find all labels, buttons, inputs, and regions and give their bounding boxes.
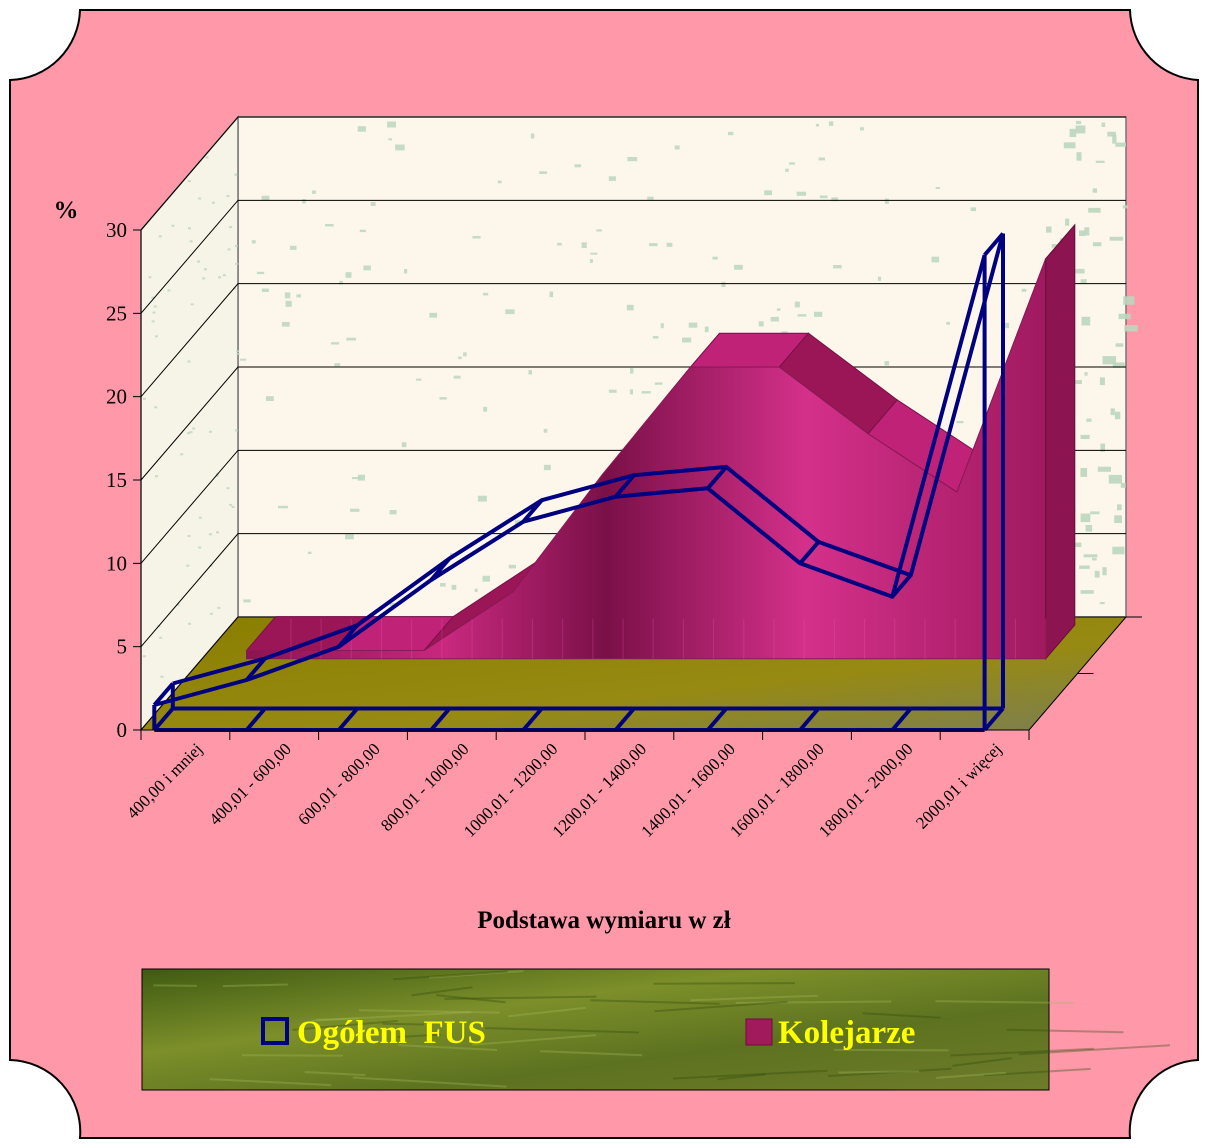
legend-texture [153,970,1171,1088]
fus-top-rung [798,540,821,565]
fus-top-rung [614,473,636,499]
fus-top-rung [429,557,452,582]
legend-texture-streak [508,1006,586,1018]
fus-base-rung [521,707,544,732]
legend-texture-streak [735,1000,892,1004]
fus-line-back [172,232,1005,686]
legend-texture-streak [673,1069,828,1080]
legend-texture-streak [241,1054,343,1057]
legend-texture-streak [717,1073,766,1081]
fus-base-rung [245,707,267,732]
fus-top-rung [337,623,359,649]
fus-base-rung [614,707,636,732]
legend-texture-streak [936,1071,1007,1079]
legend-label-kolejarze: Kolejarze [778,1015,915,1051]
legend-texture-streak [153,984,197,987]
y-tick-label: 10 [106,551,127,575]
gridline [140,199,1126,314]
y-tick-label: 20 [106,385,127,409]
series-kolejarze [245,223,1076,661]
x-axis-title: Podstawa wymiaru w zł [477,907,731,934]
legend-texture-streak [316,1017,360,1021]
legend-box [141,968,1050,1091]
gridline [140,283,1126,397]
legend-texture-streak [654,1000,788,1013]
legend-texture-streak [838,1070,920,1074]
legend-texture-streak [352,1076,507,1088]
legend-texture-streak [311,1011,472,1022]
legend-texture-streak [828,1067,952,1077]
fus-line-front [153,254,987,707]
fus-top-rung [521,498,544,524]
fus-base-rung [152,707,175,732]
legend-texture-streak [209,1078,332,1087]
legend-texture-streak [444,995,597,1000]
fus-top-rung [152,682,175,707]
legend-texture-streak [983,1067,1091,1077]
legend-label-ogolem-fus: Ogółem FUS [297,1015,486,1051]
legend-texture-streak [1019,1044,1171,1056]
fus-top-rung [706,465,728,490]
fus-base-rung [890,707,913,732]
legend-texture-streak [833,1048,949,1052]
fus-top-rung [245,657,267,682]
legend-texture-streak [397,1033,441,1038]
legend: Ogółem FUS Kolejarze [141,968,1171,1091]
legend-swatch-kolejarze [745,1018,773,1046]
legend-texture-streak [304,1071,366,1077]
legend-texture-streak [472,1034,597,1046]
legend-texture-streak [411,986,473,997]
legend-texture-streak [690,994,819,1002]
fus-top-rung [890,573,913,599]
legend-texture-streak [950,1047,1095,1057]
legend-texture-streak [862,1012,941,1019]
legend-texture-streak [397,1044,498,1051]
fus-top-rung [983,232,1005,257]
legend-texture-streak [1006,1028,1124,1034]
y-axis-label: % [54,197,79,224]
legend-texture-streak [952,1057,1012,1067]
y-tick-label: 30 [106,218,127,242]
legend-texture-streak [653,982,795,985]
legend-texture-streak [358,1009,500,1014]
legend-texture-streak [435,994,506,1004]
legend-texture-streak [382,1022,424,1026]
y-tick-label: 5 [117,635,128,659]
legend-texture-streak [393,970,508,981]
legend-swatch-ogolem-fus [261,1017,289,1045]
legend-texture-streak [540,1050,643,1057]
fus-base-rung [429,707,452,732]
legend-texture-streak [292,1019,398,1031]
gridline [140,116,1126,231]
y-tick-label: 0 [117,718,128,742]
legend-texture-streak [935,1000,1074,1004]
fus-base-rung [798,707,821,732]
legend-texture-streak [222,983,288,988]
fus-base-rung [337,707,359,732]
kolejarze-end-cap [1045,223,1076,661]
fus-base-rung [706,707,728,732]
y-tick-label: 25 [106,301,127,325]
legend-texture-streak [428,970,524,979]
legend-texture-streak [590,999,720,1005]
legend-texture-streak [484,1027,640,1034]
fus-base-rung [983,707,1005,732]
y-tick-label: 15 [106,468,127,492]
